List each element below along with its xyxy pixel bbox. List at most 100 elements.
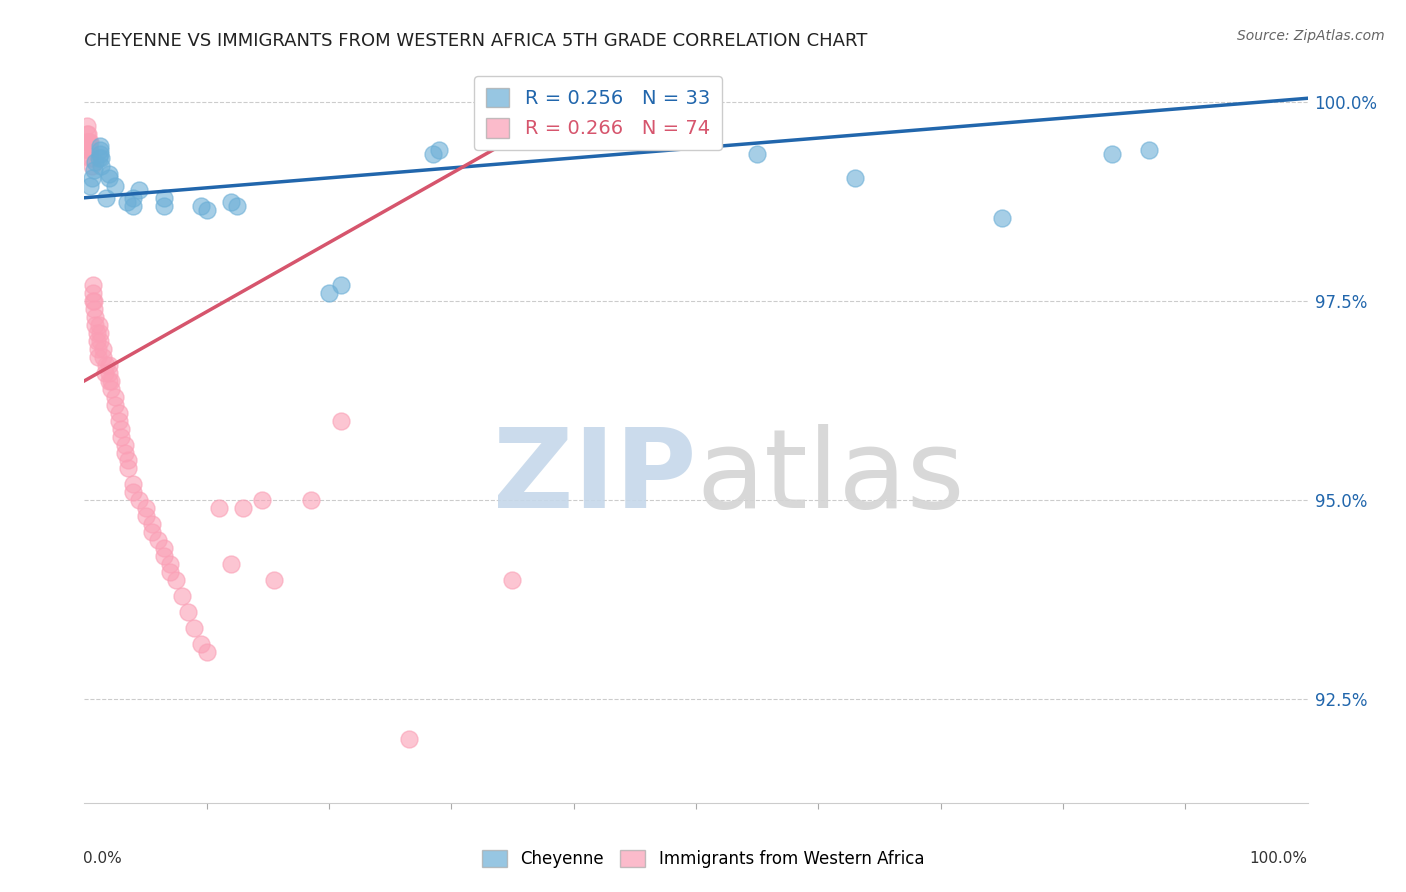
- Point: [77, 143, 100, 157]
- Point: [135, 509, 157, 524]
- Point: [159, 565, 181, 579]
- Point: [115, 194, 138, 209]
- Point: [128, 183, 150, 197]
- Text: CHEYENNE VS IMMIGRANTS FROM WESTERN AFRICA 5TH GRADE CORRELATION CHART: CHEYENNE VS IMMIGRANTS FROM WESTERN AFRI…: [84, 32, 868, 50]
- Point: [122, 191, 145, 205]
- Point: [83, 162, 105, 177]
- Point: [226, 199, 249, 213]
- Point: [82, 286, 104, 301]
- Point: [190, 199, 212, 213]
- Point: [250, 493, 273, 508]
- Point: [422, 147, 444, 161]
- Point: [97, 358, 120, 372]
- Point: [159, 557, 181, 571]
- Point: [114, 437, 136, 451]
- Point: [219, 557, 242, 571]
- Point: [330, 414, 353, 428]
- Legend: R = 0.256   N = 33, R = 0.266   N = 74: R = 0.256 N = 33, R = 0.266 N = 74: [474, 76, 721, 150]
- Point: [80, 151, 103, 165]
- Point: [84, 310, 107, 325]
- Point: [153, 541, 176, 555]
- Point: [232, 501, 254, 516]
- Point: [107, 406, 129, 420]
- Point: [90, 159, 112, 173]
- Point: [190, 637, 212, 651]
- Point: [263, 573, 285, 587]
- Text: Source: ZipAtlas.com: Source: ZipAtlas.com: [1237, 29, 1385, 43]
- Point: [100, 374, 122, 388]
- Point: [991, 211, 1014, 225]
- Point: [83, 302, 105, 317]
- Point: [86, 334, 108, 348]
- Point: [153, 549, 176, 563]
- Text: 0.0%: 0.0%: [83, 851, 122, 866]
- Legend: Cheyenne, Immigrants from Western Africa: Cheyenne, Immigrants from Western Africa: [475, 843, 931, 875]
- Point: [110, 429, 132, 443]
- Point: [76, 119, 98, 133]
- Point: [80, 159, 103, 173]
- Point: [1137, 143, 1160, 157]
- Point: [87, 151, 110, 165]
- Point: [97, 167, 120, 181]
- Point: [91, 342, 114, 356]
- Point: [89, 139, 111, 153]
- Point: [146, 533, 169, 547]
- Point: [76, 127, 98, 141]
- Point: [97, 374, 120, 388]
- Point: [96, 358, 118, 372]
- Point: [153, 191, 176, 205]
- Point: [128, 493, 150, 508]
- Point: [104, 398, 127, 412]
- Point: [177, 605, 200, 619]
- Point: [79, 143, 101, 157]
- Point: [117, 461, 139, 475]
- Point: [183, 621, 205, 635]
- Point: [330, 278, 353, 293]
- Point: [89, 326, 111, 340]
- Point: [76, 135, 98, 149]
- Point: [100, 382, 122, 396]
- Point: [122, 199, 145, 213]
- Point: [122, 477, 145, 491]
- Point: [84, 318, 107, 333]
- Point: [747, 147, 769, 161]
- Point: [844, 170, 866, 185]
- Point: [104, 390, 127, 404]
- Point: [427, 143, 450, 157]
- Point: [135, 501, 157, 516]
- Point: [502, 573, 524, 587]
- Point: [79, 151, 101, 165]
- Point: [172, 589, 194, 603]
- Point: [77, 135, 100, 149]
- Point: [83, 294, 105, 309]
- Point: [87, 342, 110, 356]
- Point: [398, 732, 420, 747]
- Point: [208, 501, 231, 516]
- Point: [77, 127, 100, 141]
- Point: [90, 151, 112, 165]
- Point: [94, 366, 117, 380]
- Point: [87, 350, 110, 364]
- Point: [82, 278, 104, 293]
- Point: [104, 178, 127, 193]
- Point: [89, 334, 111, 348]
- Point: [97, 366, 120, 380]
- Point: [107, 414, 129, 428]
- Point: [80, 170, 103, 185]
- Point: [97, 170, 120, 185]
- Point: [96, 191, 118, 205]
- Point: [79, 178, 101, 193]
- Point: [195, 202, 218, 217]
- Point: [91, 350, 114, 364]
- Point: [141, 517, 163, 532]
- Point: [77, 135, 100, 149]
- Point: [318, 286, 340, 301]
- Point: [82, 294, 104, 309]
- Point: [195, 644, 218, 658]
- Point: [79, 135, 101, 149]
- Point: [86, 326, 108, 340]
- Point: [89, 147, 111, 161]
- Point: [219, 194, 242, 209]
- Text: atlas: atlas: [696, 424, 965, 531]
- Text: ZIP: ZIP: [492, 424, 696, 531]
